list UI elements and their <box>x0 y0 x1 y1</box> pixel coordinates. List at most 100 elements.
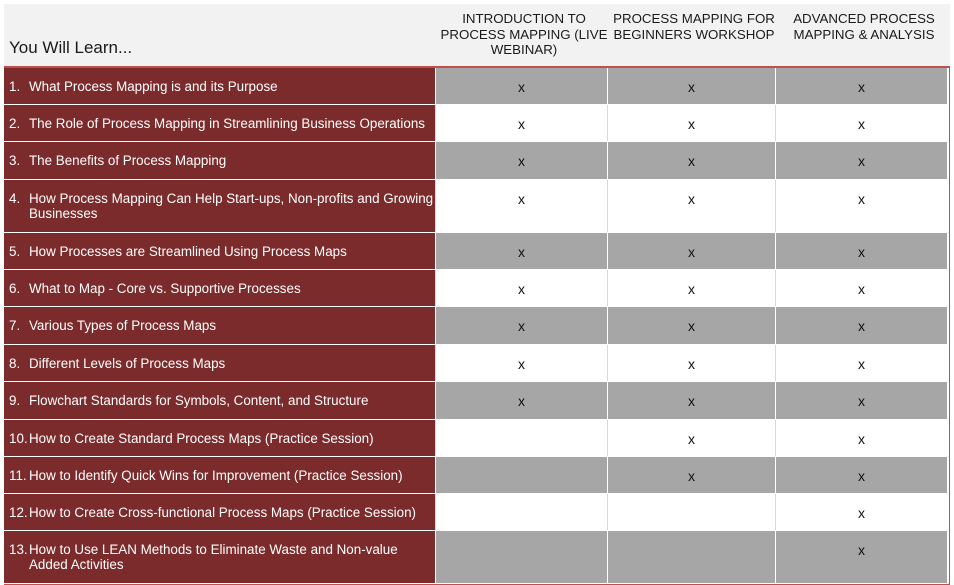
check-cell: x <box>435 105 607 141</box>
table-row: 10. How to Create Standard Process Maps (… <box>4 420 949 457</box>
row-number: 11. <box>9 468 27 483</box>
check-cell: x <box>607 105 775 141</box>
row-number: 5. <box>9 244 21 259</box>
check-cell: x <box>435 270 607 306</box>
check-mark: x <box>518 191 525 207</box>
check-cell: x <box>607 420 775 456</box>
check-mark: x <box>858 356 865 372</box>
check-mark: x <box>688 356 695 372</box>
table-header: You Will Learn... INTRODUCTION TO PROCES… <box>4 4 950 68</box>
check-mark: x <box>858 79 865 95</box>
check-cell <box>435 494 607 530</box>
check-mark: x <box>858 281 865 297</box>
check-mark: x <box>858 116 865 132</box>
check-cell: x <box>607 307 775 344</box>
row-label: 13. How to Use LEAN Methods to Eliminate … <box>4 531 435 583</box>
column-header-beginners-workshop: PROCESS MAPPING FOR BEGINNERS WORKSHOP <box>613 11 775 42</box>
row-number: 13. <box>9 542 28 557</box>
check-mark: x <box>858 318 865 334</box>
check-mark: x <box>688 393 695 409</box>
check-cell: x <box>775 457 947 493</box>
check-mark: x <box>858 468 865 484</box>
check-cell: x <box>435 142 607 179</box>
row-number: 3. <box>9 153 21 168</box>
row-topic: The Role of Process Mapping in Streamlin… <box>29 116 425 131</box>
check-mark: x <box>518 393 525 409</box>
table-row: 8. Different Levels of Process Maps x x x <box>4 345 949 382</box>
row-label: 11. How to Identify Quick Wins for Improv… <box>4 457 435 493</box>
check-mark: x <box>858 431 865 447</box>
row-number: 1. <box>9 79 21 94</box>
check-mark: x <box>688 468 695 484</box>
check-mark: x <box>858 244 865 260</box>
row-number: 8. <box>9 356 21 371</box>
row-number: 12. <box>9 505 28 520</box>
check-cell: x <box>435 307 607 344</box>
row-number: 10. <box>9 431 28 446</box>
check-mark: x <box>688 79 695 95</box>
row-label: 3. The Benefits of Process Mapping <box>4 142 435 179</box>
row-topic: The Benefits of Process Mapping <box>29 153 227 168</box>
row-topic: How Processes are Streamlined Using Proc… <box>29 244 347 259</box>
row-topic: How to Create Cross-functional Process M… <box>29 505 416 520</box>
check-cell: x <box>435 233 607 269</box>
check-mark: x <box>518 281 525 297</box>
check-cell: x <box>607 457 775 493</box>
row-label: 4. How Process Mapping Can Help Start-ups… <box>4 180 435 232</box>
check-cell: x <box>775 494 947 530</box>
column-header-intro-webinar: INTRODUCTION TO PROCESS MAPPING (LIVE WE… <box>440 11 608 57</box>
check-cell <box>435 457 607 493</box>
check-cell <box>607 494 775 530</box>
check-mark: x <box>518 356 525 372</box>
check-mark: x <box>688 244 695 260</box>
check-cell: x <box>775 420 947 456</box>
table-row: 6. What to Map - Core vs. Supportive Proc… <box>4 270 949 307</box>
check-cell: x <box>775 180 947 232</box>
check-cell: x <box>607 382 775 419</box>
check-mark: x <box>518 318 525 334</box>
check-cell: x <box>607 180 775 232</box>
check-cell <box>435 420 607 456</box>
row-number: 2. <box>9 116 21 131</box>
row-topic: What Process Mapping is and its Purpose <box>29 79 278 94</box>
check-cell: x <box>607 68 775 104</box>
row-label: 9. Flowchart Standards for Symbols, Conte… <box>4 382 435 419</box>
check-cell: x <box>775 142 947 179</box>
check-cell: x <box>435 180 607 232</box>
check-cell <box>435 531 607 583</box>
check-cell: x <box>775 382 947 419</box>
row-label: 7. Various Types of Process Maps <box>4 307 435 344</box>
check-cell: x <box>435 68 607 104</box>
table-row: 3. The Benefits of Process Mapping x x x <box>4 142 949 180</box>
check-mark: x <box>688 431 695 447</box>
row-label: 6. What to Map - Core vs. Supportive Proc… <box>4 270 435 306</box>
column-header-advanced-analysis: ADVANCED PROCESS MAPPING & ANALYSIS <box>793 11 935 42</box>
check-cell: x <box>775 68 947 104</box>
row-topic: How to Use LEAN Methods to Eliminate Was… <box>29 542 398 572</box>
table-body: 1. What Process Mapping is and its Purpos… <box>4 68 950 585</box>
check-mark: x <box>688 281 695 297</box>
row-label: 5. How Processes are Streamlined Using Pr… <box>4 233 435 269</box>
check-mark: x <box>688 116 695 132</box>
row-label: 8. Different Levels of Process Maps <box>4 345 435 381</box>
check-cell: x <box>435 345 607 381</box>
check-cell: x <box>775 531 947 583</box>
check-mark: x <box>518 244 525 260</box>
row-number: 6. <box>9 281 21 296</box>
check-mark: x <box>858 542 865 558</box>
row-label: 2. The Role of Process Mapping in Streaml… <box>4 105 435 141</box>
check-mark: x <box>858 505 865 521</box>
table-row: 7. Various Types of Process Maps x x x <box>4 307 949 345</box>
row-topic: How Process Mapping Can Help Start-ups, … <box>29 191 434 221</box>
check-mark: x <box>518 79 525 95</box>
check-cell: x <box>775 270 947 306</box>
table-row: 13. How to Use LEAN Methods to Eliminate … <box>4 531 949 584</box>
table-row: 12. How to Create Cross-functional Proces… <box>4 494 949 531</box>
check-mark: x <box>518 116 525 132</box>
row-label: 10. How to Create Standard Process Maps (… <box>4 420 435 456</box>
check-cell: x <box>775 105 947 141</box>
table-row: 11. How to Identify Quick Wins for Improv… <box>4 457 949 494</box>
row-number: 9. <box>9 393 21 408</box>
check-cell: x <box>775 345 947 381</box>
check-mark: x <box>858 153 865 169</box>
